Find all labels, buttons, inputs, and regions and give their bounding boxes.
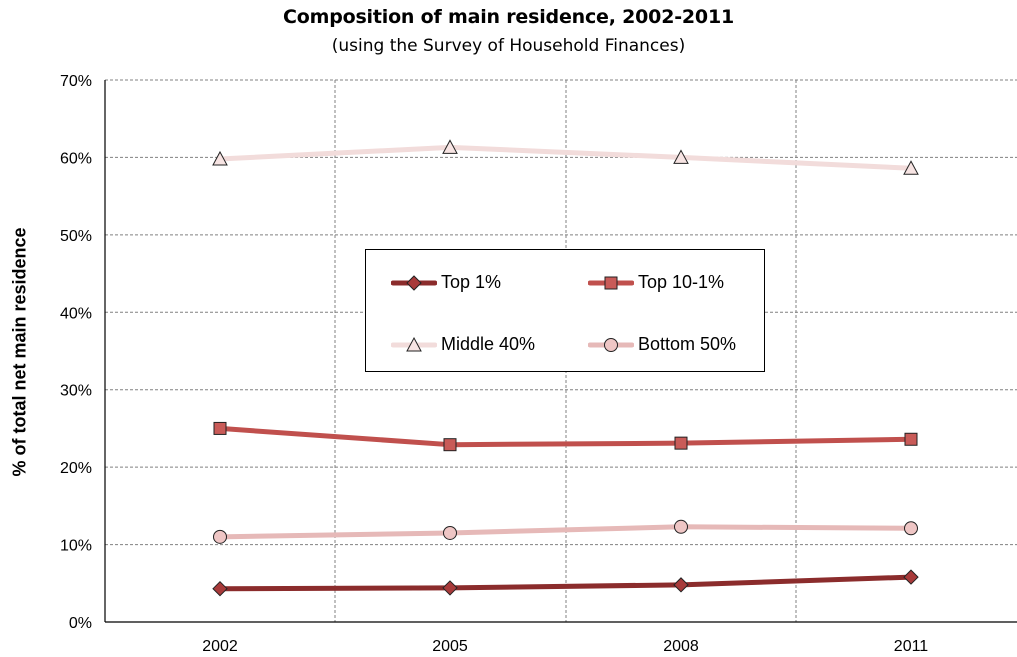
legend-swatch-middle-40 [391,336,437,351]
y-tick-label: 50% [60,228,92,245]
data-point-top-1 [212,580,228,597]
legend-swatch-top-1 [391,274,437,291]
data-point-bottom-50 [443,525,457,540]
legend-marker-top-10-1 [604,276,618,289]
data-point-top-10-1 [674,436,688,450]
data-point-middle-40 [442,139,458,154]
x-tick-label: 2011 [894,638,929,655]
data-point-bottom-50 [213,529,227,544]
legend-label-top-1: Top 1% [441,272,502,292]
legend-swatch-top-10-1 [588,276,634,289]
data-point-top-10-1 [443,438,457,452]
legend-label-top-10-1: Top 10-1% [638,272,725,292]
x-tick-label: 2005 [432,638,468,655]
legend-marker-bottom-50 [604,337,618,352]
y-tick-label: 0% [69,615,92,632]
data-point-middle-40 [673,149,689,164]
y-tick-label: 20% [60,460,92,477]
chart-title: Composition of main residence, 2002-2011 [283,6,734,28]
data-point-top-1 [673,577,689,593]
data-point-bottom-50 [674,519,688,534]
series-line-top-10-1 [217,425,914,448]
y-tick-label: 60% [60,150,92,167]
x-tick-label: 2008 [663,638,699,655]
legend-item-bottom-50: Bottom 50% [588,334,736,355]
legend-item-top-1: Top 1% [391,272,501,293]
data-point-middle-40 [212,150,228,166]
legend: Top 1% Top 10-1% Middle 40% Bottom 50% [365,249,765,372]
series-line-middle-40 [217,144,914,171]
data-point-top-10-1 [904,432,918,446]
data-point-bottom-50 [904,521,918,536]
data-point-top-1 [903,569,919,585]
legend-label-middle-40: Middle 40% [441,334,536,354]
y-tick-label: 10% [60,538,92,555]
legend-marker-top-1 [406,274,422,291]
legend-item-top-10-1: Top 10-1% [588,272,724,293]
y-tick-label: 70% [60,73,92,90]
y-tick-label: 40% [60,305,92,322]
data-point-top-1 [442,580,458,596]
y-tick-label: 30% [60,383,92,400]
x-tick-label: 2002 [202,638,238,655]
series-line-bottom-50 [217,524,914,540]
legend-swatch-bottom-50 [588,337,634,352]
legend-label-bottom-50: Bottom 50% [638,334,737,354]
data-point-top-10-1 [213,421,227,435]
chart-subtitle: (using the Survey of Household Finances) [331,36,686,56]
legend-marker-middle-40 [406,336,422,351]
data-point-middle-40 [903,160,919,175]
series-line-top-1 [217,574,914,592]
legend-item-middle-40: Middle 40% [391,334,535,355]
